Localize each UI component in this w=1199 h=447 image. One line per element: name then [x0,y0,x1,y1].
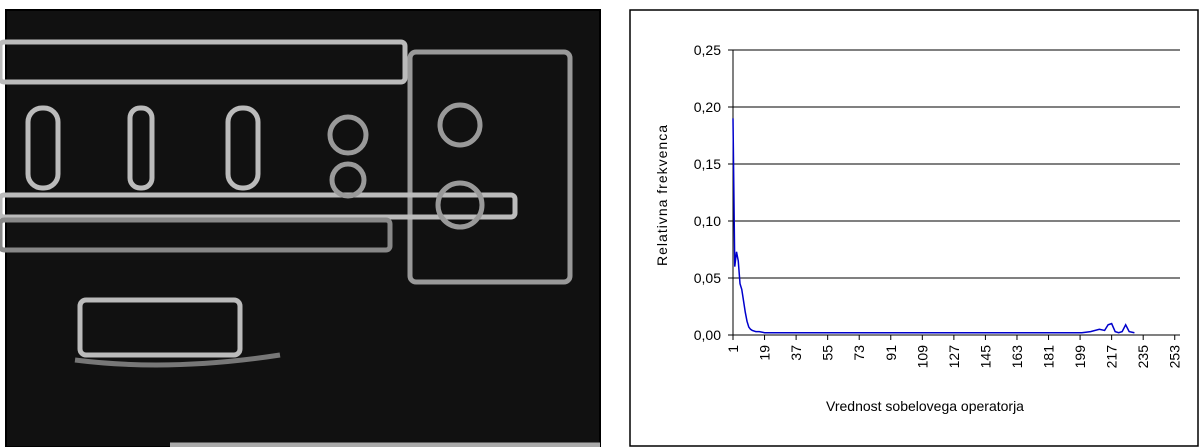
x-tick-label: 235 [1135,345,1151,369]
y-tick-label: 0,00 [694,327,721,343]
x-tick-label: 1 [725,345,741,353]
x-tick-label: 109 [914,345,930,369]
y-tick-label: 0,10 [694,213,721,229]
y-tick-label: 0,05 [694,270,721,286]
y-axis-title: Relativna frekvenca [654,124,670,266]
y-tick-label: 0,20 [694,99,721,115]
x-tick-label: 181 [1041,345,1057,369]
x-tick-label: 55 [820,345,836,361]
x-tick-label: 145 [977,345,993,369]
x-tick-label: 217 [1104,345,1120,369]
x-tick-label: 127 [946,345,962,369]
x-tick-label: 199 [1072,345,1088,369]
x-tick-label: 253 [1167,345,1183,369]
x-axis-title: Vrednost sobelovega operatorja [826,398,1024,414]
y-tick-label: 0,25 [694,42,721,58]
page: Vrednost sobelovega operatorja Relativna… [0,0,1199,447]
x-tick-label: 163 [1009,345,1025,369]
edge-image [0,10,600,447]
x-tick-label: 19 [757,345,773,361]
x-tick-label: 73 [851,345,867,361]
y-tick-label: 0,15 [694,156,721,172]
x-tick-label: 91 [883,345,899,361]
x-tick-label: 37 [788,345,804,361]
